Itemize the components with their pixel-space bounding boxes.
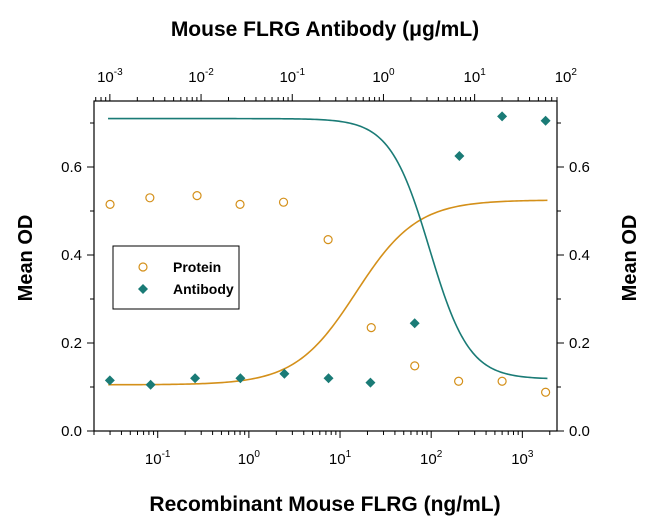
bottom-axis-tick-label: 103 [511,449,534,468]
protein-fit-curve [108,199,548,386]
antibody-data-point [497,111,508,122]
protein-data-point [497,376,507,386]
top-axis-tick-label: 101 [464,67,487,86]
right-y-tick-label: 0.0 [569,423,590,440]
antibody-data-point [540,115,551,126]
protein-data-point [235,199,245,209]
bottom-axis-tick-label: 10-1 [145,449,171,468]
right-y-tick-label: 0.2 [569,335,590,352]
right-y-tick-label: 0.4 [569,247,590,264]
top-axis-tick-label: 10-2 [188,67,214,86]
bottom-axis-tick-label: 101 [329,449,352,468]
legend-antibody-marker [138,284,148,294]
right-y-tick-label: 0.6 [569,159,590,176]
legend-protein-marker [138,262,148,272]
antibody-fit-curve [108,117,548,380]
protein-data-point [145,193,155,203]
top-axis-tick-label: 100 [372,67,395,86]
antibody-data-point [104,375,115,386]
left-y-tick-label: 0.2 [61,335,82,352]
protein-data-point [366,323,376,333]
axes-layer: 10-1 100 101 102 103 10-3 10-2 10-1 100 101 102 0.0… [61,67,590,468]
data-points-layer [104,111,551,397]
protein-data-point [105,199,115,209]
protein-data-point [192,191,202,201]
antibody-data-point [235,373,246,384]
legend-protein-label: Protein [173,259,221,275]
left-y-tick-label: 0.4 [61,247,82,264]
antibody-data-point [409,318,420,329]
right-y-axis-title: Mean OD [619,215,641,302]
left-y-axis-title: Mean OD [15,215,37,302]
antibody-data-point [454,151,465,161]
protein-data-point [541,387,551,397]
bottom-axis-tick-label: 100 [238,449,261,468]
fit-curves-layer [108,117,548,386]
antibody-data-point [323,373,334,384]
protein-data-point [410,361,420,371]
top-axis-title: Mouse FLRG Antibody (μg/mL) [171,18,479,41]
top-axis-tick-label: 10-1 [279,67,305,86]
left-y-tick-label: 0.0 [61,423,82,440]
antibody-data-point [145,379,156,390]
left-y-tick-label: 0.6 [61,159,82,176]
top-axis-tick-label: 10-3 [97,67,123,86]
legend: Protein Antibody [112,245,240,310]
protein-data-point [278,197,289,207]
legend-box [112,245,240,310]
top-axis-tick-label: 102 [555,67,578,86]
antibody-data-point [279,368,290,379]
legend-antibody-label: Antibody [173,281,234,297]
antibody-data-point [365,377,376,388]
antibody-data-point [190,373,201,384]
bottom-axis-tick-label: 102 [420,449,443,468]
bottom-axis-title: Recombinant Mouse FLRG (ng/mL) [149,493,500,516]
protein-data-point [323,235,333,245]
protein-data-point [454,376,464,386]
